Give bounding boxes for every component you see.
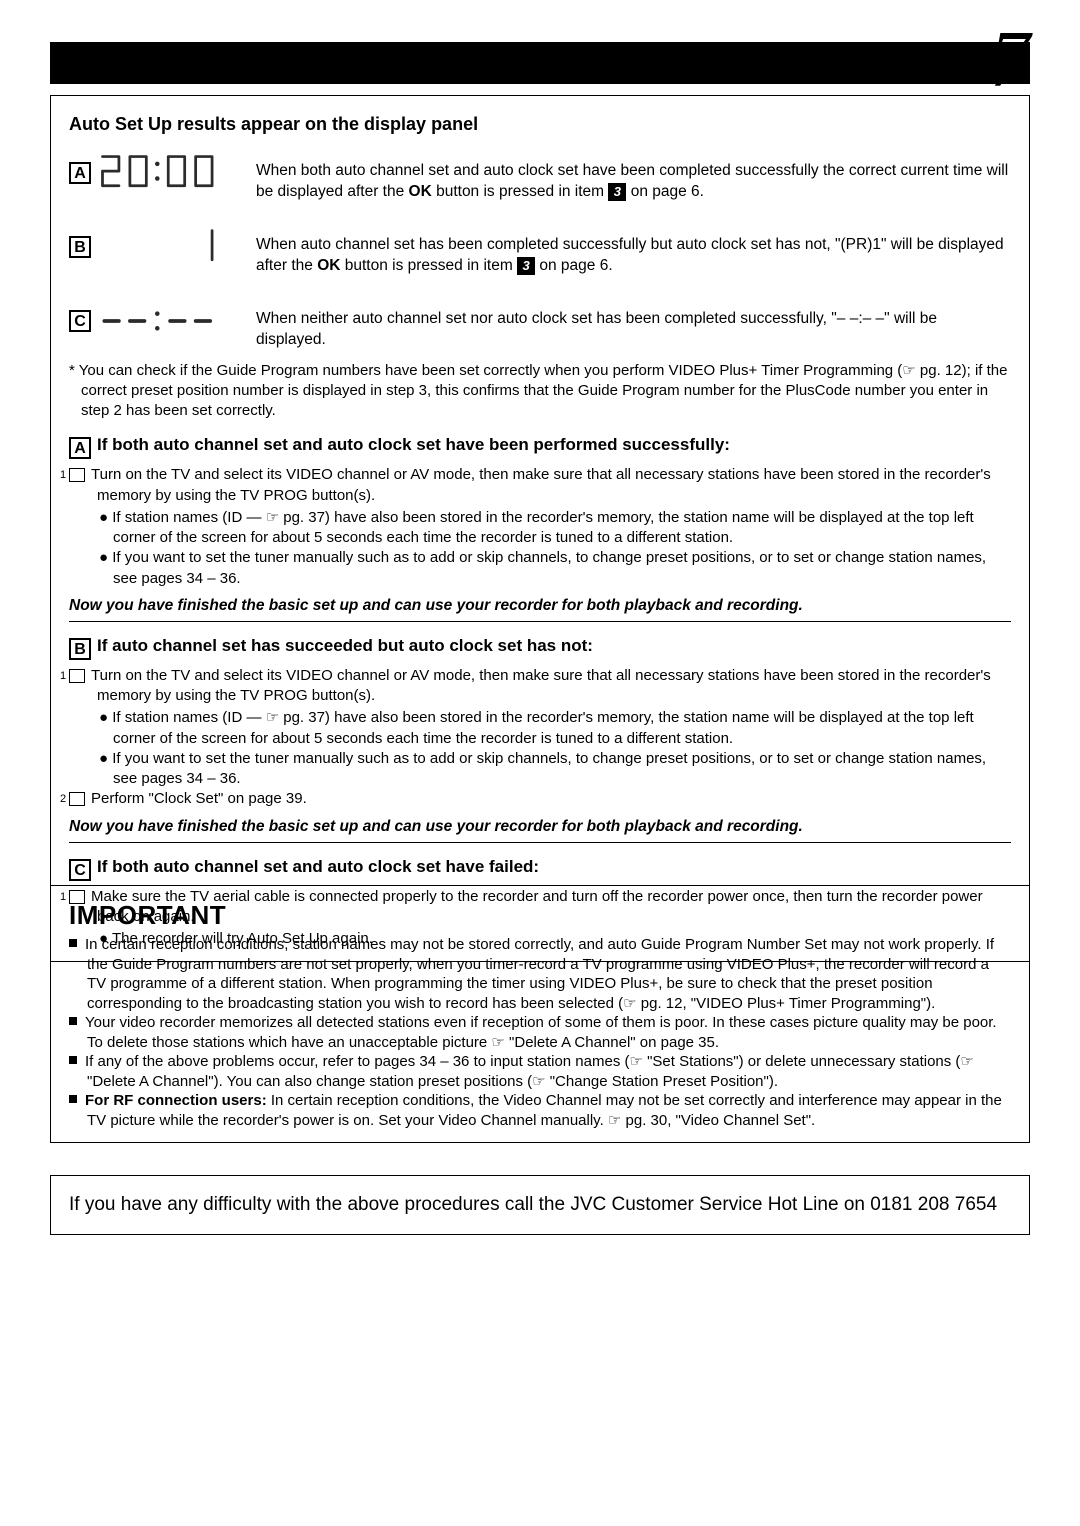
letter-box: B (69, 638, 91, 660)
bullet-text: Your video recorder memorizes all detect… (85, 1014, 997, 1051)
display-row-c: C When neither auto channel set nor auto… (69, 297, 1011, 351)
section-a-bullet-2: ● If you want to set the tuner manually … (69, 548, 1011, 589)
text-span: When neither auto channel set nor auto c… (256, 310, 937, 348)
letter-box-a: A (69, 162, 91, 184)
section-title: Auto Set Up results appear on the displa… (69, 114, 1011, 135)
letter-box: A (69, 437, 91, 459)
section-a-step-1: 1 Turn on the TV and select its VIDEO cha… (69, 465, 1011, 506)
bullet-prefix: For RF connection users: (85, 1092, 267, 1109)
step-ref-icon: 3 (517, 257, 535, 275)
important-bullet-3: If any of the above problems occur, refe… (69, 1052, 1011, 1091)
step-num-icon: 2 (69, 792, 85, 806)
heading-text: If both auto channel set and auto clock … (97, 857, 539, 876)
display-row-b: B When auto channel set has been complet… (69, 223, 1011, 277)
divider (69, 842, 1011, 843)
divider (69, 621, 1011, 622)
display-graphic-c: C (69, 297, 234, 345)
main-content-box: Auto Set Up results appear on the displa… (50, 95, 1030, 962)
bullet-text: If station names (ID — ☞ pg. 37) have al… (112, 709, 973, 746)
square-bullet-icon (69, 1056, 77, 1064)
footnote-text: * You can check if the Guide Program num… (69, 361, 1011, 422)
ok-label: OK (317, 257, 340, 274)
display-row-a: A When (69, 149, 1011, 203)
important-box: IMPORTANT In certain reception condition… (50, 885, 1030, 1143)
seven-seg-b-icon (97, 223, 234, 271)
letter-box: C (69, 859, 91, 881)
bullet-text: If you want to set the tuner manually su… (112, 750, 986, 787)
seven-seg-a-icon (97, 149, 234, 197)
section-b-heading: B If auto channel set has succeeded but a… (69, 636, 1011, 660)
step-text: Turn on the TV and select its VIDEO chan… (91, 667, 991, 704)
section-b-bullet-2: ● If you want to set the tuner manually … (69, 749, 1011, 790)
letter-box-c: C (69, 310, 91, 332)
square-bullet-icon (69, 939, 77, 947)
hotline-box: If you have any difficulty with the abov… (50, 1175, 1030, 1235)
bullet-text: If you want to set the tuner manually su… (112, 549, 986, 586)
page-number: 7 (990, 20, 1030, 100)
section-a-bullet-1: ● If station names (ID — ☞ pg. 37) have … (69, 508, 1011, 549)
important-bullet-1: In certain reception conditions, station… (69, 935, 1011, 1013)
text-span: on page 6. (626, 183, 704, 200)
important-bullet-2: Your video recorder memorizes all detect… (69, 1013, 1011, 1052)
top-black-bar (50, 42, 1030, 84)
display-text-a: When both auto channel set and auto cloc… (256, 149, 1011, 203)
seven-seg-c-icon (97, 297, 234, 345)
display-graphic-b: B (69, 223, 234, 271)
section-b-step-2: 2 Perform "Clock Set" on page 39. (69, 789, 1011, 809)
section-b-step-1: 1 Turn on the TV and select its VIDEO cha… (69, 666, 1011, 707)
section-a-heading: A If both auto channel set and auto clock… (69, 435, 1011, 459)
section-a-finish: Now you have finished the basic set up a… (69, 597, 1011, 615)
section-b-bullet-1: ● If station names (ID — ☞ pg. 37) have … (69, 708, 1011, 749)
display-graphic-a: A (69, 149, 234, 197)
text-span: button is pressed in item (432, 183, 609, 200)
display-text-b: When auto channel set has been completed… (256, 223, 1011, 277)
step-ref-icon: 3 (608, 183, 626, 201)
heading-text: If auto channel set has succeeded but au… (97, 636, 593, 655)
bullet-text: If any of the above problems occur, refe… (85, 1053, 974, 1090)
step-num-icon: 1 (69, 669, 85, 683)
letter-box-b: B (69, 236, 91, 258)
section-b-finish: Now you have finished the basic set up a… (69, 818, 1011, 836)
important-bullet-4: For RF connection users: In certain rece… (69, 1091, 1011, 1130)
display-text-c: When neither auto channel set nor auto c… (256, 297, 1011, 351)
text-span: button is pressed in item (340, 257, 517, 274)
bullet-text: In certain reception conditions, station… (85, 936, 994, 1012)
step-text: Turn on the TV and select its VIDEO chan… (91, 466, 991, 503)
text-span: on page 6. (535, 257, 613, 274)
ok-label: OK (409, 183, 432, 200)
bullet-text: If station names (ID — ☞ pg. 37) have al… (112, 509, 973, 546)
step-num-icon: 1 (69, 468, 85, 482)
important-title: IMPORTANT (69, 900, 1011, 931)
square-bullet-icon (69, 1095, 77, 1103)
heading-text: If both auto channel set and auto clock … (97, 435, 730, 454)
section-c-heading: C If both auto channel set and auto clock… (69, 857, 1011, 881)
step-text: Perform "Clock Set" on page 39. (91, 790, 307, 807)
square-bullet-icon (69, 1017, 77, 1025)
